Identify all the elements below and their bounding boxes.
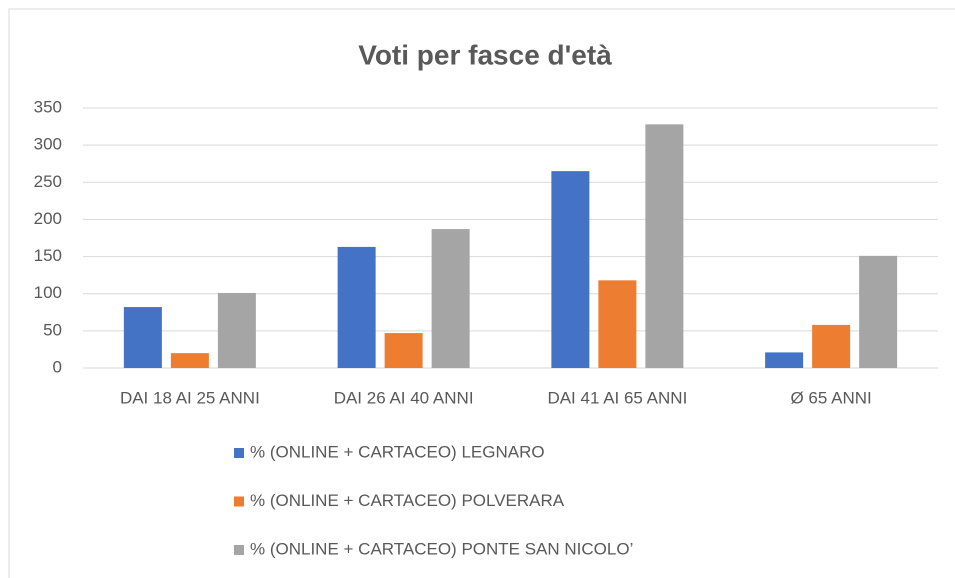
bar — [123, 307, 162, 368]
y-tick-label: 350 — [34, 97, 62, 116]
bar — [765, 352, 804, 368]
y-tick-label: 300 — [34, 135, 62, 154]
bar — [812, 324, 851, 368]
y-tick-label: 200 — [34, 209, 62, 228]
bar — [551, 171, 590, 368]
y-tick-label: 100 — [34, 283, 62, 302]
bar — [337, 246, 376, 368]
bar — [598, 280, 637, 368]
legend-label: % (ONLINE + CARTACEO) POLVERARA — [250, 491, 565, 510]
bar — [859, 255, 898, 368]
y-tick-label: 150 — [34, 246, 62, 265]
legend-label: % (ONLINE + CARTACEO) PONTE SAN NICOLO’ — [250, 539, 633, 558]
y-tick-label: 250 — [34, 172, 62, 191]
bar — [217, 292, 256, 368]
bar — [170, 353, 209, 368]
y-tick-label: 50 — [43, 320, 62, 339]
x-tick-label: DAI 41 AI 65 ANNI — [547, 388, 687, 407]
y-tick-label: 0 — [53, 357, 62, 376]
x-tick-label: DAI 26 AI 40 ANNI — [334, 388, 474, 407]
x-tick-label: DAI 18 AI 25 ANNI — [120, 388, 260, 407]
bar — [384, 333, 423, 368]
legend-label: % (ONLINE + CARTACEO) LEGNARO — [250, 442, 545, 461]
bar — [645, 124, 684, 368]
legend-swatch — [234, 448, 244, 458]
chart-frame — [8, 8, 955, 578]
legend-swatch — [234, 496, 244, 507]
x-tick-label: Ø 65 ANNI — [790, 388, 871, 407]
chart-title: Voti per fasce d'età — [358, 39, 612, 70]
bar — [431, 229, 470, 368]
legend-swatch — [234, 545, 244, 555]
